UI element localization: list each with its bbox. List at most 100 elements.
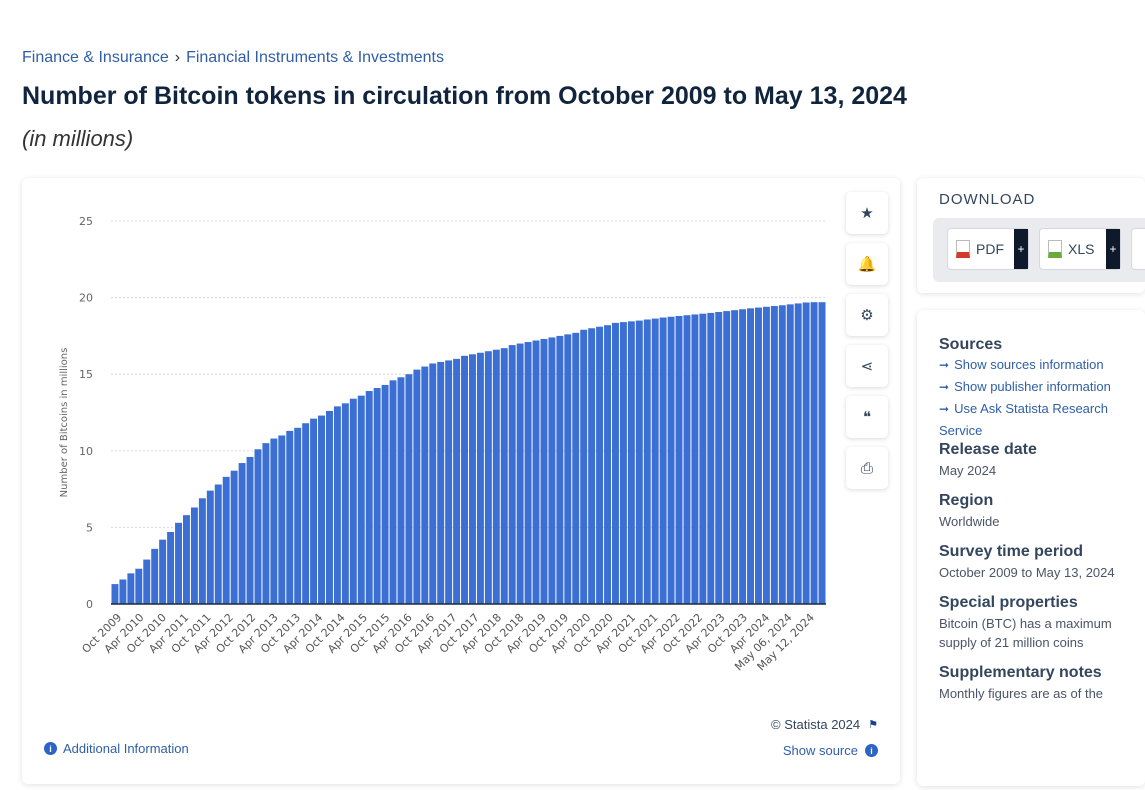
info-value: May 2024 <box>939 463 997 478</box>
bar <box>159 539 167 604</box>
source-link[interactable]: ➞ Show sources information <box>939 354 1135 376</box>
bar <box>111 584 119 604</box>
plus-icon[interactable]: + <box>1014 229 1028 269</box>
bar <box>294 427 302 604</box>
show-source-link[interactable]: Show source i <box>783 743 878 758</box>
bar <box>341 403 349 604</box>
bar <box>278 435 286 604</box>
plus-icon[interactable]: + <box>1106 229 1120 269</box>
bar <box>286 430 294 604</box>
bar <box>349 398 357 604</box>
info-heading: Special properties <box>939 594 1078 611</box>
bar <box>643 319 651 604</box>
bar <box>262 443 270 604</box>
bar <box>596 326 604 604</box>
chart-card: 0 5 10 15 20 25 Number of Bitcoins in millions… <box>22 178 900 784</box>
bar <box>786 304 794 604</box>
bar <box>254 449 262 604</box>
share-button[interactable]: ⋖ <box>846 345 888 387</box>
bar <box>651 318 659 604</box>
bar <box>739 309 747 604</box>
bar <box>461 355 468 604</box>
bar <box>508 345 516 604</box>
gear-icon: ⚙ <box>860 307 874 324</box>
info-heading: Survey time period <box>939 543 1084 560</box>
download-buttons: PDF + XLS + <box>933 218 1145 282</box>
bar <box>429 363 437 604</box>
bar <box>492 349 500 604</box>
additional-information-label: Additional Information <box>63 741 189 756</box>
xls-file-icon <box>1048 240 1062 258</box>
bar <box>627 321 635 604</box>
bar <box>556 335 564 604</box>
info-value: Monthly figures are as of the <box>939 686 1104 701</box>
bar <box>119 579 127 604</box>
breadcrumb-link[interactable]: Financial Instruments & Investments <box>186 49 444 66</box>
bar <box>707 312 715 604</box>
bar-chart: 0 5 10 15 20 25 Number of Bitcoins in millions… <box>59 215 826 673</box>
print-button[interactable]: ⎙ <box>846 447 888 489</box>
bar <box>770 306 778 604</box>
source-link-label: Show publisher information <box>954 379 1111 394</box>
bar <box>151 548 159 604</box>
flag-icon[interactable]: ⚑ <box>868 719 878 731</box>
bar <box>373 387 381 604</box>
print-icon: ⎙ <box>860 459 873 477</box>
gear-button[interactable]: ⚙ <box>846 294 888 336</box>
bell-button[interactable]: 🔔 <box>846 243 888 285</box>
bar <box>516 343 524 604</box>
bar <box>683 315 691 604</box>
bar <box>246 456 254 604</box>
bar <box>619 322 627 604</box>
copyright-text: © Statista 2024 <box>771 717 861 732</box>
bar <box>723 311 731 604</box>
bar <box>802 302 810 604</box>
bar <box>691 314 699 604</box>
source-link-label: Use Ask Statista Research Service <box>939 401 1108 438</box>
bar <box>731 310 739 604</box>
download-more-button[interactable] <box>1131 228 1145 270</box>
bar <box>476 352 484 604</box>
info-heading: Region <box>939 492 994 509</box>
pdf-file-icon <box>956 240 970 258</box>
info-icon: i <box>865 744 878 757</box>
download-xls-button[interactable]: XLS + <box>1039 228 1121 270</box>
download-pdf-label: PDF <box>976 241 1004 257</box>
bar <box>532 340 540 604</box>
source-link[interactable]: ➞ Use Ask Statista Research Service <box>939 398 1135 441</box>
download-pdf-button[interactable]: PDF + <box>947 228 1029 270</box>
download-xls-label: XLS <box>1068 241 1095 257</box>
bar <box>302 423 310 604</box>
bar <box>206 490 214 604</box>
additional-information-link[interactable]: i Additional Information <box>44 741 189 756</box>
arrow-right-icon: ➞ <box>939 358 950 372</box>
bar <box>318 415 325 604</box>
bar <box>588 328 596 604</box>
bar <box>365 391 373 604</box>
page-title: Number of Bitcoin tokens in circulation … <box>22 82 907 110</box>
bar <box>762 306 770 604</box>
quote-button[interactable]: ❝ <box>846 396 888 438</box>
bar <box>143 559 151 604</box>
bar <box>175 522 182 604</box>
bar <box>484 351 492 604</box>
bar <box>794 303 802 604</box>
bar <box>612 322 619 604</box>
star-button[interactable]: ★ <box>846 192 888 234</box>
breadcrumb-link[interactable]: Finance & Insurance <box>22 49 169 66</box>
bar <box>230 470 238 604</box>
bar <box>604 325 611 604</box>
info-heading: Supplementary notes <box>939 664 1102 681</box>
bar <box>572 332 580 604</box>
bar <box>167 531 175 604</box>
bar <box>445 360 453 604</box>
bar <box>540 338 548 604</box>
bar <box>190 507 198 604</box>
bar <box>270 438 278 604</box>
y-tick-label: 15 <box>79 368 93 381</box>
bar <box>333 406 341 604</box>
bar <box>667 316 675 604</box>
source-link[interactable]: ➞ Show publisher information <box>939 376 1135 398</box>
y-tick-label: 20 <box>79 292 93 305</box>
bar <box>500 348 508 604</box>
